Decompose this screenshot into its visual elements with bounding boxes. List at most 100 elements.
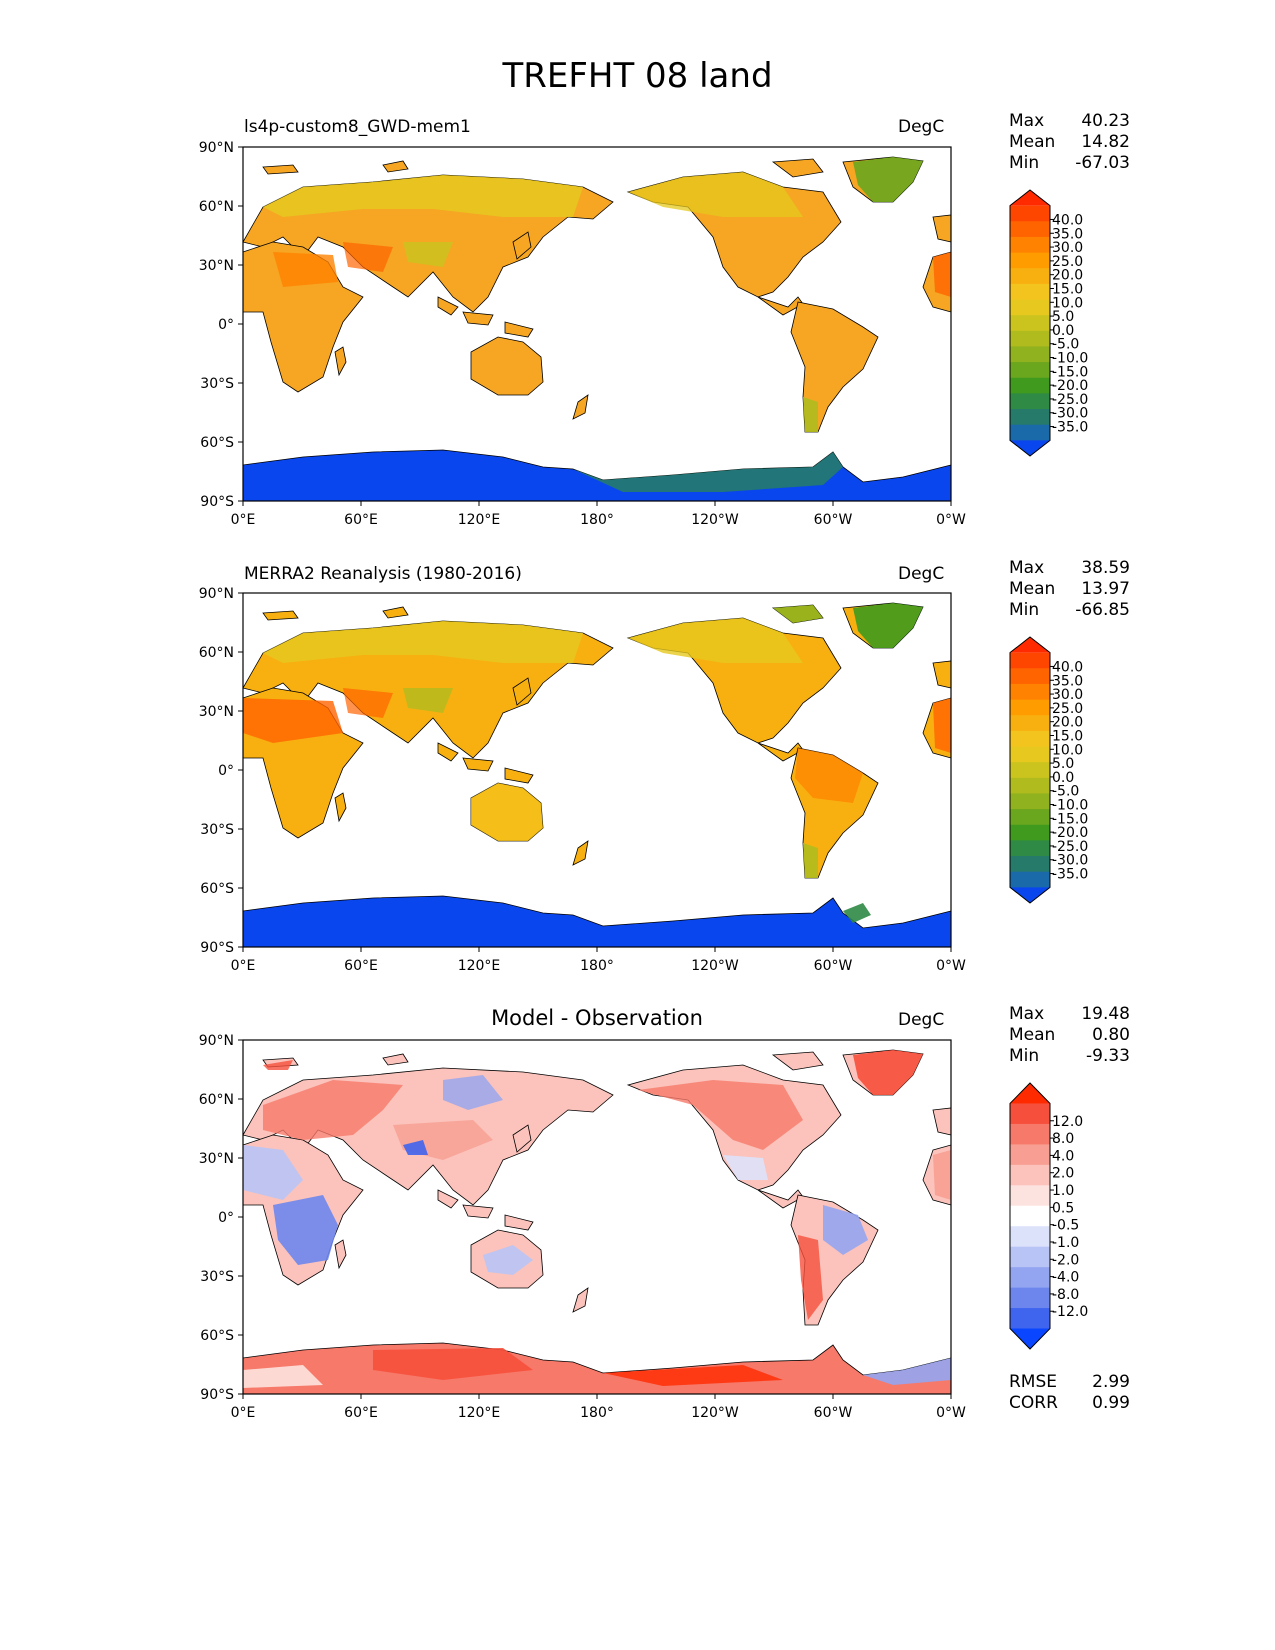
stat-max-value: 38.59 [1081, 558, 1130, 578]
colorbar-segment [1010, 205, 1050, 222]
lat-tick-marks [238, 592, 243, 948]
lat-tick-label: 0° [218, 763, 234, 779]
lat-tick-label: 30°S [200, 1269, 234, 1285]
colorbar-segment [1010, 346, 1050, 363]
lon-tick-label: 60°E [344, 958, 378, 974]
lon-tick-label: 120°E [458, 1405, 501, 1421]
peninsula-overlay [843, 903, 871, 923]
colorbar-tick-label: 5.0 [1052, 756, 1074, 772]
colorbar-tick-label: -1.0 [1052, 1235, 1079, 1251]
colorbar-segment [1010, 1144, 1050, 1166]
colorbar-segment [1010, 856, 1050, 873]
colorbar-segment [1010, 840, 1050, 857]
stat-min-label: Min [1009, 1046, 1040, 1066]
colorbar-tick-label: 0.0 [1052, 323, 1074, 339]
colorbar-tick-label: -35.0 [1052, 420, 1088, 436]
figure-title: TREFHT 08 land [502, 56, 773, 96]
lon-tick-label: 0°E [231, 512, 256, 528]
colorbar-tick-label: -30.0 [1052, 853, 1088, 869]
lat-tick-label: 0° [218, 317, 234, 333]
colorbar-tick-label: 8.0 [1052, 1131, 1074, 1147]
colorbar-segment [1010, 330, 1050, 347]
stat-min-label: Min [1009, 600, 1040, 620]
lat-tick-label: 60°S [200, 435, 234, 451]
colorbar-segment [1010, 299, 1050, 316]
colorbar-tick-label: -12.0 [1052, 1304, 1088, 1320]
stat-max-label: Max [1009, 111, 1045, 131]
colorbar-extend-max [1010, 637, 1050, 653]
colorbar-tick-label: -10.0 [1052, 798, 1088, 814]
colorbar-tick-label: -0.5 [1052, 1218, 1079, 1234]
hot-region-overlay [273, 242, 951, 297]
colorbar-tick-label: 5.0 [1052, 309, 1074, 325]
hot-region-overlay [243, 688, 951, 803]
cool-bias-overlay [243, 1075, 868, 1275]
colorbar-tick-label: 30.0 [1052, 240, 1083, 256]
lat-tick-label: 60°N [199, 645, 234, 661]
colorbar-segment [1010, 252, 1050, 269]
lat-tick-label: 0° [218, 1210, 234, 1226]
colorbar-tick-label: 4.0 [1052, 1148, 1074, 1164]
colorbar-segment [1010, 1185, 1050, 1207]
stat-max-value: 40.23 [1081, 111, 1130, 131]
lon-tick-marks [242, 1394, 952, 1399]
lon-tick-label: 0°W [936, 958, 966, 974]
panel-2-units: DegC [898, 564, 945, 584]
lon-tick-label: 60°E [344, 512, 378, 528]
colorbar-extend-min [1010, 1328, 1050, 1349]
panel-2-map: 90°N 60°N 30°N 0° 30°S 60°S 90°S 0°E 60°… [199, 587, 966, 974]
lat-tick-label: 30°N [199, 1151, 234, 1167]
stat-mean-value: 13.97 [1081, 579, 1130, 599]
colorbar-tick-label: 10.0 [1052, 742, 1083, 758]
colorbar-tick-label: 15.0 [1052, 728, 1083, 744]
lon-tick-label: 0°E [231, 1405, 256, 1421]
colorbar-tick-label: -5.0 [1052, 337, 1079, 353]
colorbar-segment [1010, 1287, 1050, 1309]
colorbar-tick-label: 15.0 [1052, 281, 1083, 297]
colorbar-segment [1010, 362, 1050, 379]
colorbar-tick-label: 25.0 [1052, 701, 1083, 717]
colorbar-segment [1010, 715, 1050, 732]
colorbar-segment [1010, 1246, 1050, 1268]
lat-tick-label: 90°S [200, 940, 234, 956]
stat-min-value: -67.03 [1075, 153, 1130, 173]
colorbar-tick-label: 10.0 [1052, 295, 1083, 311]
colorbar-tick-label: 35.0 [1052, 226, 1083, 242]
colorbar-segment [1010, 1103, 1050, 1125]
lat-tick-label: 30°N [199, 704, 234, 720]
lat-tick-marks [238, 146, 243, 502]
stat-mean-label: Mean [1009, 579, 1056, 599]
colorbar-tick-label: -25.0 [1052, 839, 1088, 855]
colorbar-segment [1010, 652, 1050, 669]
colorbar-tick-label: 25.0 [1052, 254, 1083, 270]
colorbar-segment [1010, 236, 1050, 254]
corr-label: CORR [1009, 1393, 1058, 1413]
lon-tick-label: 120°W [691, 1405, 739, 1421]
colorbar-tick-label: -35.0 [1052, 867, 1088, 883]
colorbar-tick-label: 40.0 [1052, 212, 1083, 228]
colorbar-segment [1010, 1308, 1050, 1330]
colorbar-segment [1010, 424, 1050, 441]
colorbar-outline [1009, 189, 1051, 457]
panel-3-colorbar: 12.08.04.0 2.01.00.5 -0.5-1.0-2.0 -4.0-8.0-… [1009, 1082, 1088, 1350]
lat-tick-label: 60°N [199, 1092, 234, 1108]
colorbar-segment [1010, 1205, 1050, 1227]
stat-min-value: -9.33 [1086, 1046, 1130, 1066]
warm-bias-overlay [263, 1050, 951, 1320]
panel-1-units: DegC [898, 117, 945, 137]
lon-tick-label: 60°W [814, 958, 853, 974]
colorbar-segment [1010, 699, 1050, 716]
lon-tick-label: 60°E [344, 1405, 378, 1421]
lat-tick-label: 60°N [199, 199, 234, 215]
colorbar-tick-label: 30.0 [1052, 687, 1083, 703]
colorbar-segment [1010, 377, 1050, 394]
antarctic-bias-overlay [243, 1348, 951, 1388]
lon-tick-label: 180° [580, 512, 614, 528]
colorbar-tick-label: -25.0 [1052, 392, 1088, 408]
colorbar-segment [1010, 668, 1050, 685]
northern-land-overlay [263, 603, 923, 878]
colorbar-extend-min [1010, 440, 1050, 456]
colorbar-tick-label: 40.0 [1052, 659, 1083, 675]
lat-tick-label: 30°S [200, 822, 234, 838]
colorbar-extend-max [1010, 190, 1050, 206]
